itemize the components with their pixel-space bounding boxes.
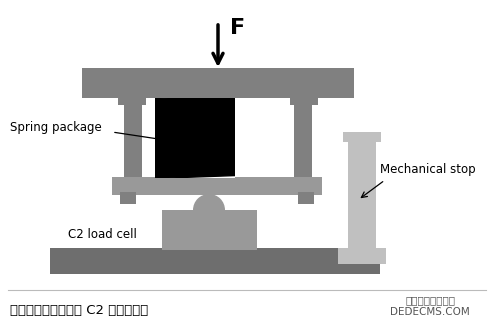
Bar xyxy=(343,132,381,142)
Bar xyxy=(290,95,318,105)
Text: Mechanical stop: Mechanical stop xyxy=(380,164,476,177)
Polygon shape xyxy=(155,149,235,161)
Bar xyxy=(82,68,354,98)
Text: 织梦内容管理系统: 织梦内容管理系统 xyxy=(405,295,455,305)
Polygon shape xyxy=(155,131,235,143)
Text: Spring package: Spring package xyxy=(10,122,102,134)
Polygon shape xyxy=(155,167,235,179)
Bar xyxy=(298,192,314,204)
Bar xyxy=(348,138,376,250)
Bar xyxy=(50,248,380,274)
Bar xyxy=(112,177,322,195)
Bar xyxy=(162,210,257,250)
Bar xyxy=(338,248,386,264)
Text: C2 load cell: C2 load cell xyxy=(68,228,137,240)
Polygon shape xyxy=(155,104,235,116)
Bar xyxy=(124,98,142,180)
Polygon shape xyxy=(155,95,235,107)
Text: 带有弹簧限位装置的 C2 称重传感器: 带有弹簧限位装置的 C2 称重传感器 xyxy=(10,303,148,317)
Bar xyxy=(118,95,146,105)
Text: F: F xyxy=(230,18,245,38)
Polygon shape xyxy=(155,113,235,125)
Bar xyxy=(294,98,312,180)
Bar xyxy=(155,98,235,178)
Wedge shape xyxy=(193,194,225,210)
Polygon shape xyxy=(155,158,235,170)
Bar xyxy=(120,192,136,204)
Polygon shape xyxy=(155,140,235,152)
Polygon shape xyxy=(155,122,235,134)
Text: DEDECMS.COM: DEDECMS.COM xyxy=(390,307,470,317)
